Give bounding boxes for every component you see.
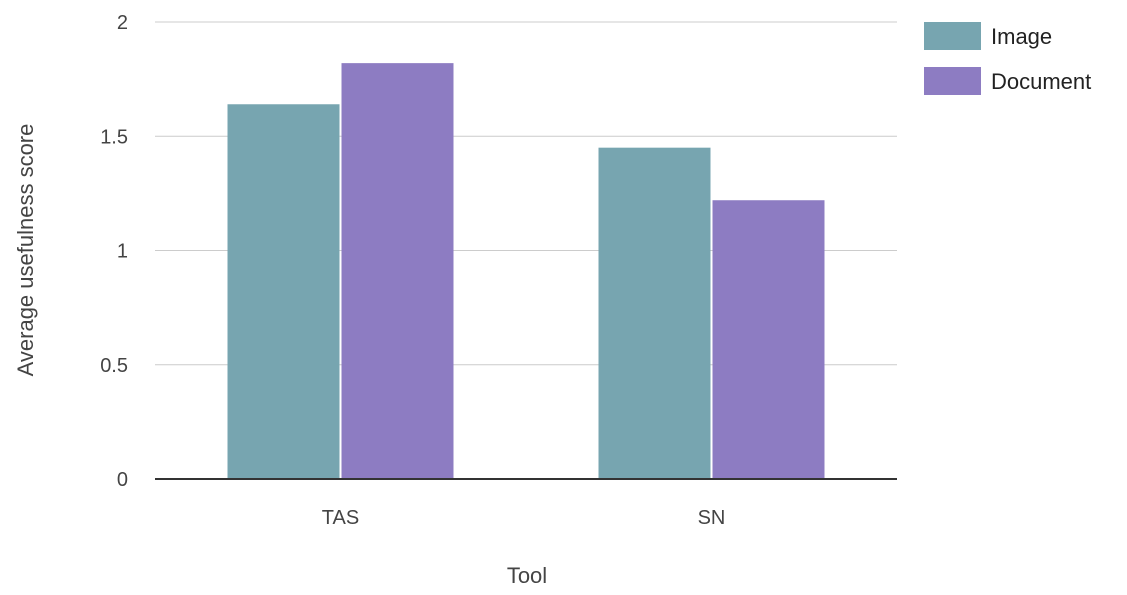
x-tick-label: SN [698, 507, 726, 529]
y-tick-label: 1.5 [100, 126, 128, 148]
y-axis-title: Average usefulness score [13, 124, 38, 377]
x-tick-label: TAS [322, 507, 359, 529]
legend-label-document: Document [991, 69, 1091, 94]
bar-image-tas [227, 104, 340, 479]
bar-document-sn [712, 200, 825, 480]
y-tick-label: 2 [117, 12, 128, 34]
bars [227, 63, 825, 480]
legend-label-image: Image [991, 24, 1052, 49]
x-axis-title: Tool [507, 563, 547, 588]
legend-swatch-image [924, 22, 981, 50]
y-tick-labels: 0 0.5 1 1.5 2 [100, 12, 128, 491]
legend: Image Document [924, 22, 1091, 95]
x-tick-labels: TAS SN [322, 507, 726, 529]
bar-image-sn [598, 147, 711, 480]
y-tick-label: 1 [117, 241, 128, 263]
y-tick-label: 0 [117, 469, 128, 491]
y-tick-label: 0.5 [100, 355, 128, 377]
bar-document-tas [341, 63, 454, 479]
legend-swatch-document [924, 67, 981, 95]
